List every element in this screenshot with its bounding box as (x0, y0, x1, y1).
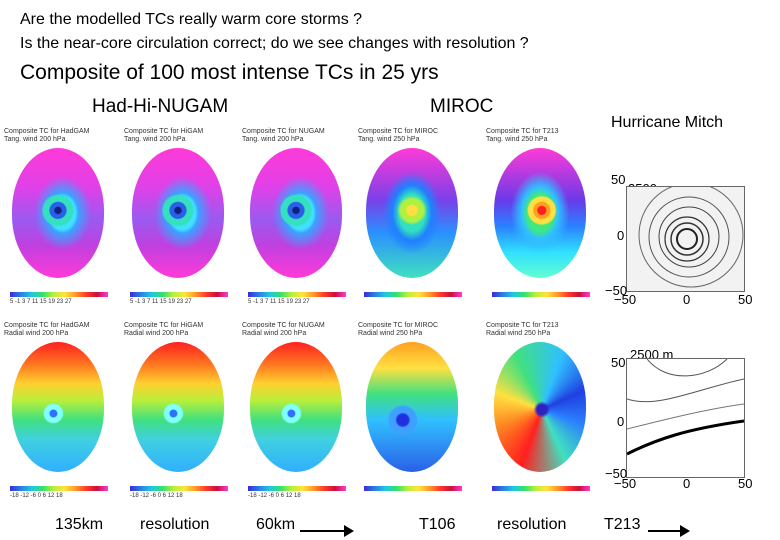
mitch-top-contours (638, 182, 744, 288)
mitch-top-x-0: 0 (683, 292, 691, 307)
group-label-miroc: MIROC (430, 96, 494, 117)
color-scale (492, 292, 590, 297)
scale-ticks: 5 -1 3 7 11 15 19 23 27 (248, 299, 310, 305)
color-scale (248, 292, 346, 297)
panel-rad-t213: Composite TC for T213 Radial wind 250 hPa (484, 322, 596, 502)
panel-caption: Composite TC for HadGAM Tang. wind 200 hP… (4, 128, 90, 143)
panel-tang-higam: Composite TC for HiGAM Tang. wind 200 hPa… (122, 128, 234, 308)
mitch-bottom-y-0: 0 (617, 414, 625, 429)
contour-map (132, 148, 224, 278)
mitch-top-x-neg50: −50 (614, 292, 637, 307)
scale-ticks: -18 -12 -6 0 6 12 18 (10, 493, 63, 499)
had-resolution-label: resolution (140, 516, 210, 533)
panel-caption: Composite TC for NUGAM Radial wind 200 hP… (242, 322, 325, 337)
mitch-top-map (626, 182, 745, 292)
panel-caption: Composite TC for MIROC Tang. wind 250 hPa (358, 128, 438, 143)
scale-ticks: -18 -12 -6 0 6 12 18 (130, 493, 183, 499)
mitch-bottom-x-50: 50 (738, 476, 753, 491)
color-scale (364, 292, 462, 297)
mitch-top-y-0: 0 (617, 228, 625, 243)
panel-rad-hadgam: Composite TC for HadGAM Radial wind 200 h… (2, 322, 114, 502)
panel-caption: Composite TC for HiGAM Tang. wind 200 hPa (124, 128, 204, 143)
miroc-resolution-high: T213 (604, 516, 641, 533)
contour-map (494, 342, 586, 472)
color-scale (130, 486, 228, 491)
scale-ticks: -18 -12 -6 0 6 12 18 (248, 493, 301, 499)
panel-caption: Composite TC for MIROC Radial wind 250 hP… (358, 322, 438, 337)
mitch-top-y-neg50: −50 (605, 283, 628, 298)
mitch-bottom-contours (626, 358, 745, 456)
mitch-bottom-y-50: 50 (611, 355, 626, 370)
panel-tang-t213: Composite TC for T213 Tang. wind 250 hPa (484, 128, 596, 308)
color-scale (10, 486, 108, 491)
mitch-bottom-x-0: 0 (683, 476, 691, 491)
mitch-bottom-x-neg50: −50 (614, 476, 637, 491)
contour-map (12, 342, 104, 472)
contour-map (12, 148, 104, 278)
contour-map (250, 342, 342, 472)
color-scale (130, 292, 228, 297)
scale-ticks: 5 -1 3 7 11 15 19 23 27 (130, 299, 192, 305)
color-scale (492, 486, 590, 491)
mitch-bottom-y-neg50: −50 (605, 466, 628, 481)
question-circulation: Is the near-core circulation correct; do… (20, 35, 529, 52)
mitch-bottom-map (626, 358, 745, 478)
panel-tang-hadgam: Composite TC for HadGAM Tang. wind 200 hP… (2, 128, 114, 308)
miroc-resolution-arrow (648, 525, 690, 537)
panel-caption: Composite TC for T213 Tang. wind 250 hPa (486, 128, 559, 143)
panel-tang-miroc: Composite TC for MIROC Tang. wind 250 hPa (356, 128, 468, 308)
color-scale (248, 486, 346, 491)
panel-caption: Composite TC for NUGAM Tang. wind 200 hPa (242, 128, 325, 143)
mitch-top-x-50: 50 (738, 292, 753, 307)
had-resolution-high: 60km (256, 516, 296, 533)
panel-caption: Composite TC for HadGAM Radial wind 200 h… (4, 322, 90, 337)
color-scale (10, 292, 108, 297)
color-scale (364, 486, 462, 491)
panel-caption: Composite TC for T213 Radial wind 250 hPa (486, 322, 559, 337)
group-label-had: Had-Hi-NUGAM (92, 96, 229, 117)
had-resolution-arrow (300, 525, 354, 537)
scale-ticks: 5 -1 3 7 11 15 19 23 27 (10, 299, 72, 305)
contour-map (250, 148, 342, 278)
panel-caption: Composite TC for HiGAM Radial wind 200 hP… (124, 322, 204, 337)
page-heading: Composite of 100 most intense TCs in 25 … (20, 61, 439, 84)
miroc-resolution-low: T106 (419, 516, 456, 533)
panel-rad-nugam: Composite TC for NUGAM Radial wind 200 hP… (240, 322, 352, 502)
contour-map (366, 342, 458, 472)
panel-rad-miroc: Composite TC for MIROC Radial wind 250 hP… (356, 322, 468, 502)
contour-map (132, 342, 224, 472)
miroc-resolution-label: resolution (497, 516, 567, 533)
had-resolution-low: 135km (55, 516, 104, 533)
mitch-top-y-50: 50 (611, 172, 626, 187)
panel-rad-higam: Composite TC for HiGAM Radial wind 200 hP… (122, 322, 234, 502)
question-warm-core: Are the modelled TCs really warm core st… (20, 11, 363, 28)
contour-map (366, 148, 458, 278)
panel-tang-nugam: Composite TC for NUGAM Tang. wind 200 hPa… (240, 128, 352, 308)
group-label-mitch: Hurricane Mitch (611, 114, 724, 131)
contour-map (494, 148, 586, 278)
